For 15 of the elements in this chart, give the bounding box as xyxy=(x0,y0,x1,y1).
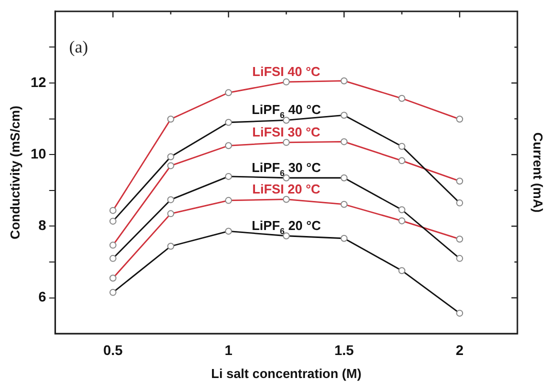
series-label: LiFSI 40 °C xyxy=(252,64,321,79)
series-label: LiFSI 30 °C xyxy=(252,124,321,140)
annotation: (a) xyxy=(69,37,88,56)
series-label: LiFSI 20 °C xyxy=(252,181,321,196)
y-tick-label: 8 xyxy=(38,217,46,234)
x-tick-label: 1.5 xyxy=(334,342,354,358)
x-tick-label: 2 xyxy=(456,342,464,358)
x-tick-label: 1 xyxy=(224,342,233,358)
x-axis-title: Li salt concentration (M) xyxy=(211,366,362,381)
y2-axis-title: Current (mA) xyxy=(530,132,546,213)
y-tick-label: 12 xyxy=(30,74,46,90)
x-tick-label: 0.5 xyxy=(103,342,123,358)
y-tick-label: 6 xyxy=(38,288,46,305)
y-tick-label: 10 xyxy=(30,145,46,162)
y-axis-title: Conductivity (mS/cm) xyxy=(7,106,22,240)
